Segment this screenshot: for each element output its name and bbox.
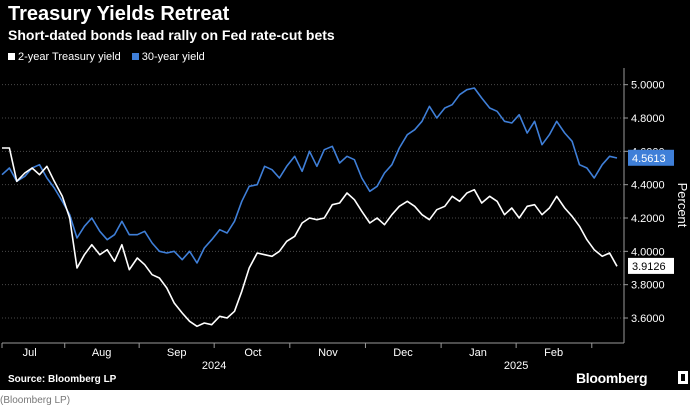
source-note: Source: Bloomberg LP [8, 374, 117, 385]
y-tick-label: 4.8000 [631, 113, 665, 125]
legend-swatch-30y [131, 53, 139, 60]
x-tick-label: Dec [393, 347, 413, 359]
last-value-box [628, 149, 674, 166]
brand-logo-text: Bloomberg [576, 370, 648, 386]
series-lines [1, 87, 618, 328]
x-year-label: 2025 [504, 360, 528, 372]
line-chart: 3.60003.80004.00004.20004.40004.60004.80… [1, 68, 690, 372]
last-value-labels: 4.5613 3.9126 [628, 149, 674, 274]
legend-swatch-2y [8, 53, 15, 60]
x-tick-label: Oct [244, 347, 261, 359]
x-tick-label: Jan [469, 347, 487, 359]
last-value-box [628, 257, 674, 274]
y-axis: 3.60003.80004.00004.20004.40004.60004.80… [623, 68, 665, 343]
x-tick-label: Sep [167, 347, 187, 359]
legend-item-30y: 30-year yield [131, 51, 205, 63]
x-year-label: 2024 [202, 360, 226, 372]
y-tick-label: 3.8000 [631, 280, 665, 292]
legend-label-30y: 30-year yield [141, 51, 205, 63]
y-tick-label: 4.4000 [631, 180, 665, 192]
legend-label-2y: 2-year Treasury yield [18, 51, 121, 63]
legend-item-2y: 2-year Treasury yield [8, 51, 121, 63]
x-tick-label: Nov [318, 347, 338, 359]
chart-legend: 2-year Treasury yield 30-year yield [8, 51, 213, 63]
grid-lines [2, 84, 624, 319]
x-tick-label: Aug [92, 347, 112, 359]
last-value-label: 3.9126 [632, 261, 666, 273]
chart-subtitle: Short-dated bonds lead rally on Fed rate… [8, 27, 335, 43]
series-line-2y [2, 147, 618, 328]
y-tick-label: 3.6000 [631, 313, 665, 325]
y-tick-label: 4.0000 [631, 246, 665, 258]
image-credit: (Bloomberg LP) [0, 395, 71, 406]
y-tick-label: 4.2000 [631, 213, 665, 225]
x-tick-label: Feb [544, 347, 563, 359]
chart-title: Treasury Yields Retreat [8, 3, 230, 25]
x-axis: Jul Aug Sep Oct Nov Dec Jan Feb 2024 2025 [1, 342, 624, 372]
chart-frame: Treasury Yields Retreat Short-dated bond… [0, 0, 690, 390]
x-tick-label: Jul [23, 347, 37, 359]
series-line-30y [1, 87, 618, 264]
brand-badge-icon [678, 371, 688, 384]
y-tick-label: 5.0000 [631, 80, 665, 92]
last-value-label: 4.5613 [632, 153, 666, 165]
y-axis-label: Percent [675, 183, 690, 228]
